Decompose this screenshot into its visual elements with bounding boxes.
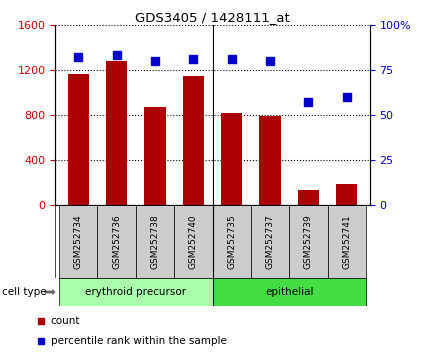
Text: GSM252739: GSM252739	[304, 214, 313, 269]
Bar	[289, 205, 328, 278]
Text: GSM252737: GSM252737	[266, 214, 275, 269]
Bar	[59, 205, 97, 278]
Bar	[174, 205, 212, 278]
Bar	[336, 184, 357, 205]
Bar	[298, 189, 319, 205]
Text: count: count	[51, 316, 80, 326]
Text: erythroid precursor: erythroid precursor	[85, 287, 186, 297]
Text: GSM252738: GSM252738	[150, 214, 159, 269]
Text: GSM252735: GSM252735	[227, 214, 236, 269]
Bar	[59, 278, 212, 306]
Text: GSM252740: GSM252740	[189, 214, 198, 269]
Bar	[136, 205, 174, 278]
Text: GSM252736: GSM252736	[112, 214, 121, 269]
Bar	[221, 113, 242, 205]
Bar	[212, 278, 366, 306]
Bar	[68, 74, 89, 205]
Text: cell type: cell type	[2, 287, 47, 297]
Bar	[97, 205, 136, 278]
Text: epithelial: epithelial	[265, 287, 314, 297]
Bar	[212, 205, 251, 278]
Bar	[144, 107, 165, 205]
Text: GSM252734: GSM252734	[74, 214, 83, 269]
Bar	[183, 75, 204, 205]
Text: GSM252741: GSM252741	[342, 214, 351, 269]
Bar	[260, 116, 280, 205]
Text: percentile rank within the sample: percentile rank within the sample	[51, 336, 227, 346]
Bar	[106, 61, 127, 205]
Title: GDS3405 / 1428111_at: GDS3405 / 1428111_at	[135, 11, 290, 24]
Bar	[328, 205, 366, 278]
Bar	[251, 205, 289, 278]
